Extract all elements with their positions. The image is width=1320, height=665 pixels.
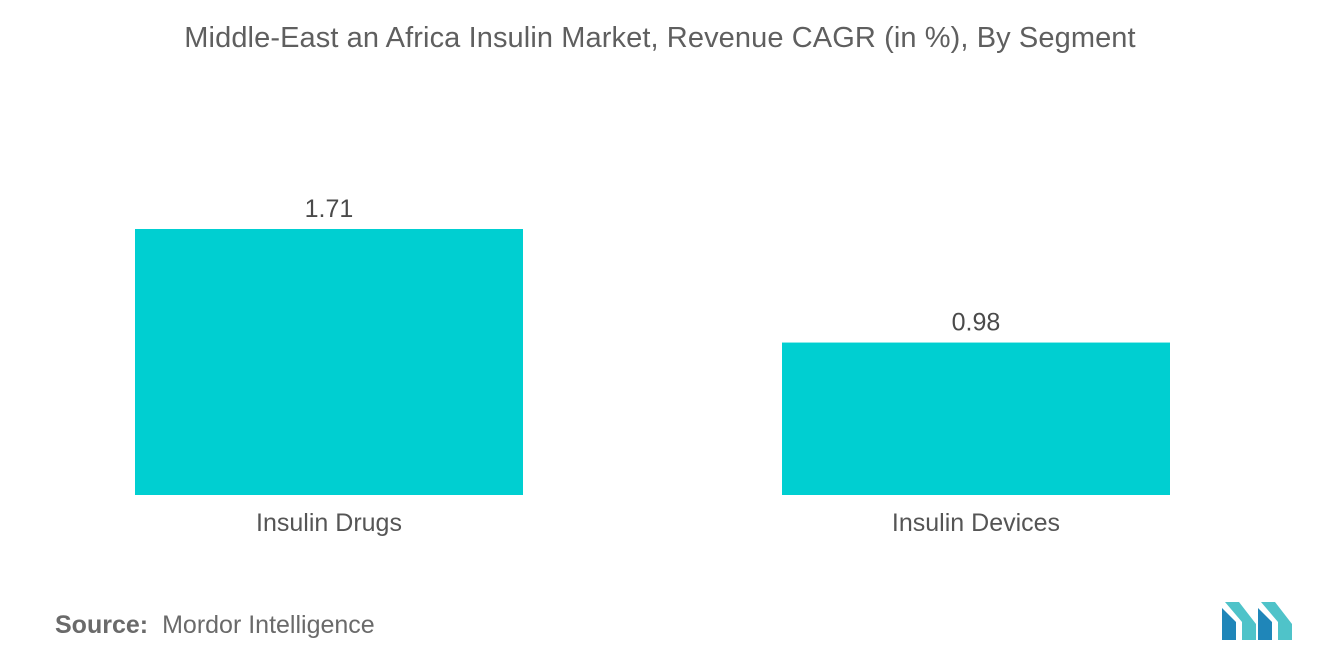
- bar-insulin-drugs: [135, 229, 523, 495]
- data-label: 0.98: [952, 309, 1001, 337]
- source-label: Source:: [55, 611, 149, 639]
- x-tick-label: Insulin Drugs: [256, 509, 402, 537]
- bar-insulin-devices: [782, 342, 1170, 495]
- x-tick-label: Insulin Devices: [892, 509, 1060, 537]
- mordor-intelligence-logo-icon: [1222, 602, 1292, 640]
- source-text: Mordor Intelligence: [162, 611, 375, 639]
- data-label: 1.71: [305, 195, 354, 223]
- bar-chart: 1.71 Insulin Drugs 0.98 Insulin Devices: [135, 195, 1170, 537]
- source-note: Source: Mordor Intelligence: [55, 611, 375, 640]
- chart-title: Middle-East an Africa Insulin Market, Re…: [184, 22, 1136, 54]
